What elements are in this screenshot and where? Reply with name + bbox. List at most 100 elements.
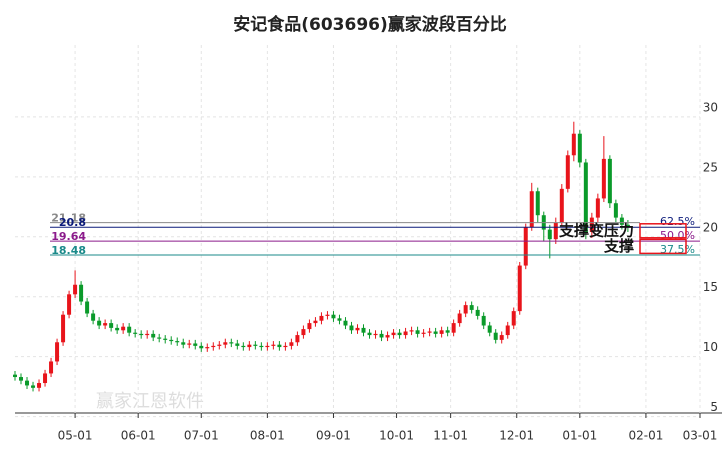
y-tick-label: 5 [710, 400, 718, 414]
level-price: 21.18 [51, 212, 86, 225]
y-tick-label: 10 [703, 340, 718, 354]
candle-body [523, 227, 528, 266]
x-tick-label: 02-01 [628, 429, 663, 443]
level-price: 20.8 [59, 216, 86, 229]
candle-body [133, 332, 138, 334]
level-ratio: 50.0% [660, 229, 695, 242]
candle-body [343, 320, 348, 326]
candle-body [163, 338, 168, 340]
candle-body [229, 342, 234, 344]
candle-body [271, 344, 276, 346]
x-tick-label: 12-01 [499, 429, 534, 443]
candle-body [37, 383, 42, 388]
candle-body [421, 332, 426, 334]
candle-body [307, 323, 312, 330]
candle-body [79, 284, 84, 302]
candle-body [295, 335, 300, 343]
candle-body [583, 162, 588, 232]
candle-body [43, 373, 48, 384]
candle-body [337, 318, 342, 321]
candle-body [319, 315, 324, 321]
candle-body [397, 332, 402, 336]
y-tick-label: 15 [703, 280, 718, 294]
candle-body [301, 329, 306, 336]
candle-body [235, 343, 240, 346]
candle-body [31, 385, 36, 388]
candle-body [13, 374, 17, 378]
level-price: 19.64 [51, 230, 86, 243]
candle-body [259, 345, 264, 348]
x-tick-label: 01-01 [562, 429, 597, 443]
x-tick-label: 07-01 [184, 429, 219, 443]
candle-body [325, 314, 330, 316]
candle-body [409, 330, 414, 332]
y-tick-label: 20 [703, 220, 718, 234]
candle-body [49, 361, 54, 374]
candle-body [247, 344, 252, 348]
chart-title: 安记食品(603696)赢家波段百分比 [233, 14, 507, 35]
candle-body [439, 330, 444, 334]
candle-body [277, 344, 282, 348]
candle-body [595, 198, 600, 218]
candle-body [289, 342, 294, 346]
candle-body [553, 222, 558, 240]
candle-body [157, 337, 162, 339]
candle-body [589, 217, 594, 232]
level-price: 18.48 [51, 244, 86, 257]
candle-body [517, 265, 522, 312]
candle-body [145, 333, 150, 336]
x-tick-label: 09-01 [316, 429, 351, 443]
candle-body [433, 331, 438, 334]
candle-body [385, 335, 390, 338]
candle-body [427, 331, 432, 333]
candle-body [415, 330, 420, 334]
candle-body [55, 342, 60, 362]
candle-body [619, 217, 624, 225]
candle-body [193, 343, 198, 346]
annotation: 支撑变压力 [558, 221, 634, 239]
candle-body [559, 188, 564, 223]
candle-body [25, 380, 30, 386]
candle-body [451, 323, 456, 333]
candle-body [205, 347, 210, 349]
candle-body [499, 335, 504, 340]
candle-body [109, 323, 114, 328]
candle-body [103, 323, 108, 326]
candle-body [61, 314, 66, 343]
candle-body [391, 332, 396, 336]
candle-body [349, 325, 354, 331]
candle-body [199, 345, 204, 349]
candle-body [313, 320, 318, 324]
candle-body [67, 294, 72, 315]
candle-body [187, 343, 192, 345]
y-tick-label: 30 [703, 100, 718, 114]
x-tick-label: 05-01 [58, 429, 93, 443]
candle-body [445, 330, 450, 333]
candle-body [127, 326, 132, 333]
candle-body [535, 191, 540, 216]
candle-body [181, 342, 186, 345]
candle-body [511, 311, 516, 326]
candle-body [151, 333, 156, 338]
annotation-box [639, 223, 687, 239]
candle-body [547, 229, 552, 240]
candle-body [475, 309, 480, 316]
candle-body [115, 327, 120, 331]
candle-body [85, 301, 90, 314]
candle-body [91, 313, 96, 321]
candle-body [457, 313, 462, 324]
candle-body [469, 305, 474, 310]
x-tick-label: 10-01 [379, 429, 414, 443]
candle-body [265, 345, 270, 348]
candle-body [283, 345, 288, 348]
candle-body [367, 332, 372, 336]
candle-body [73, 284, 78, 295]
x-tick-label: 06-01 [121, 429, 156, 443]
candle-body [139, 333, 144, 336]
candle-body [607, 158, 612, 204]
candle-body [223, 342, 228, 345]
candle-body [241, 345, 246, 348]
annotation-box [639, 238, 687, 255]
candle-body [169, 339, 174, 342]
